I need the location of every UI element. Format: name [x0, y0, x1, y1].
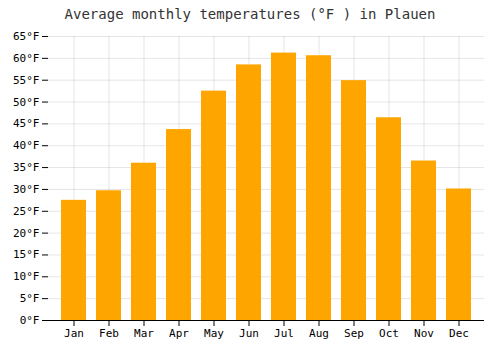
svg-text:40°F: 40°F [13, 139, 40, 152]
svg-text:55°F: 55°F [13, 74, 40, 87]
svg-text:Sep: Sep [344, 327, 364, 340]
svg-text:Oct: Oct [379, 327, 399, 340]
svg-text:60°F: 60°F [13, 52, 40, 65]
svg-text:65°F: 65°F [13, 30, 40, 43]
svg-text:May: May [204, 327, 224, 340]
svg-text:Jun: Jun [239, 327, 259, 340]
svg-text:35°F: 35°F [13, 161, 40, 174]
svg-text:5°F: 5°F [20, 292, 40, 305]
html-text:Average monthly temperatures (: Average monthly temperatures (°F ) in Pl… [64, 6, 436, 22]
svg-text:Jul: Jul [274, 327, 294, 340]
svg-text:20°F: 20°F [13, 227, 40, 240]
svg-text:Mar: Mar [134, 327, 154, 340]
svg-text:Feb: Feb [99, 327, 119, 340]
svg-text:30°F: 30°F [13, 183, 40, 196]
svg-text:15°F: 15°F [13, 248, 40, 261]
svg-text:50°F: 50°F [13, 96, 40, 109]
svg-text:Dec: Dec [449, 327, 469, 340]
svg-text:Aug: Aug [309, 327, 329, 340]
svg-text:25°F: 25°F [13, 205, 40, 218]
svg-text:0°F: 0°F [20, 314, 40, 327]
svg-text:45°F: 45°F [13, 117, 40, 130]
svg-text:Apr: Apr [169, 327, 189, 340]
svg-text:10°F: 10°F [13, 270, 40, 283]
svg-text:Jan: Jan [64, 327, 84, 340]
svg-text:Nov: Nov [414, 327, 434, 340]
